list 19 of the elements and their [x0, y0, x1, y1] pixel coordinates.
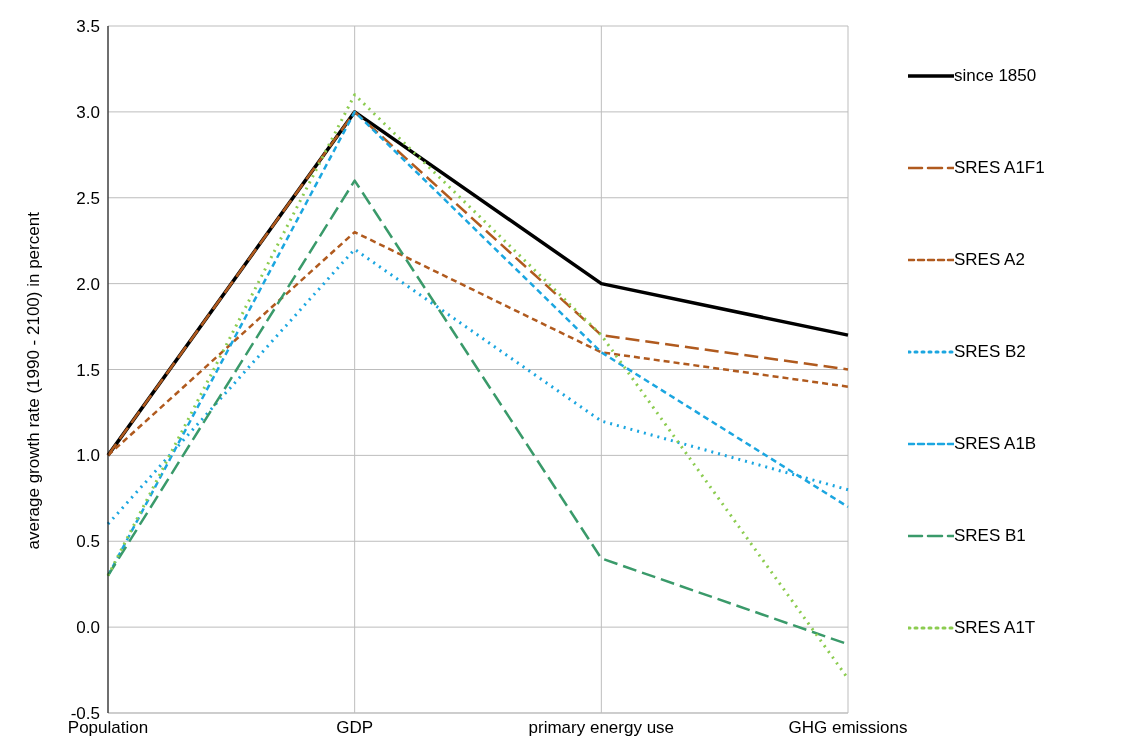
legend-label: since 1850	[954, 66, 1037, 86]
legend-label: SRES A1B	[954, 434, 1037, 454]
legend-label: SRES B1	[954, 526, 1026, 546]
x-tick-label: GDP	[336, 718, 374, 738]
x-tick-label: primary energy use	[528, 718, 675, 738]
y-tick-label: 3.0	[76, 102, 100, 122]
legend-label: SRES A1T	[954, 618, 1036, 638]
legend-label: SRES A2	[954, 250, 1025, 270]
y-tick-label: 2.5	[76, 188, 100, 208]
legend-label: SRES A1F1	[954, 158, 1045, 178]
y-tick-label: 3.5	[76, 17, 100, 37]
y-tick-label: 1.0	[76, 446, 100, 466]
x-tick-label: GHG emissions	[788, 718, 908, 738]
legend-label: SRES B2	[954, 342, 1026, 362]
y-axis-title: average growth rate (1990 - 2100) in percent	[24, 211, 44, 550]
y-tick-label: 1.5	[76, 360, 100, 380]
y-tick-label: 2.0	[76, 274, 100, 294]
y-tick-label: 0.5	[76, 532, 100, 552]
y-tick-label: 0.0	[76, 618, 100, 638]
